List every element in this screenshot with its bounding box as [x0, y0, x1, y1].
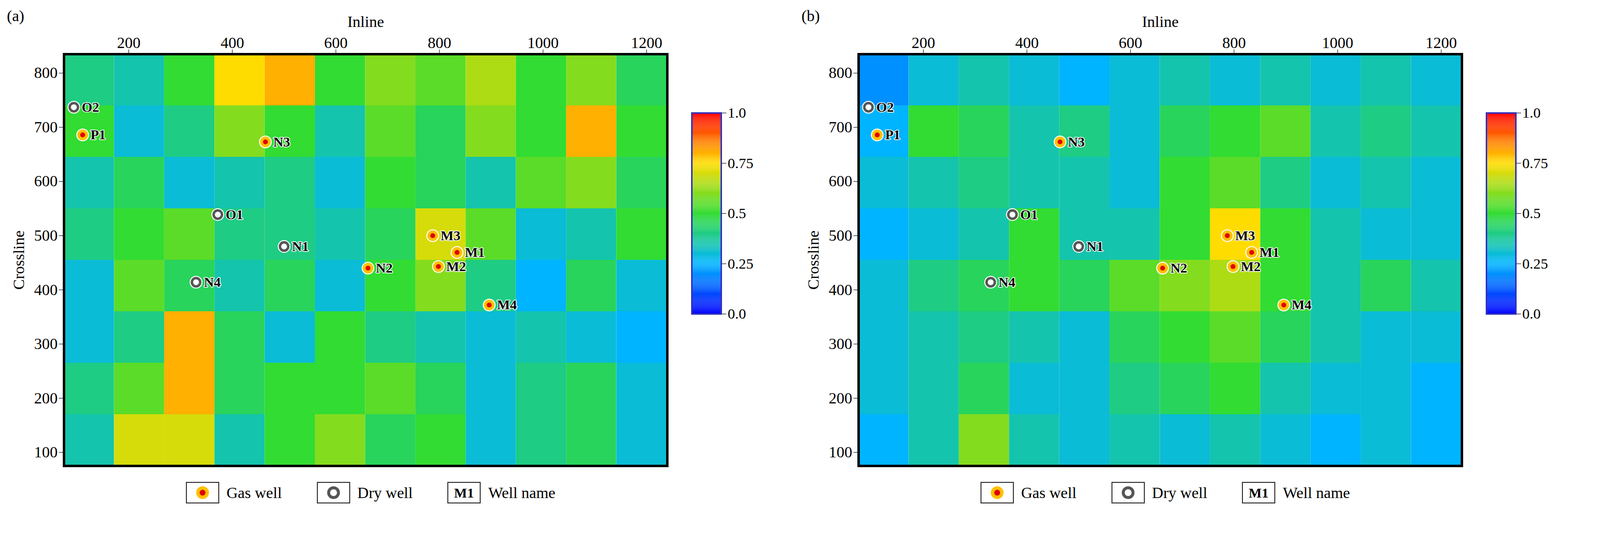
svg-text:N1: N1 [1086, 238, 1104, 255]
svg-text:N2: N2 [375, 260, 393, 276]
svg-text:Inline: Inline [347, 12, 385, 31]
svg-text:1200: 1200 [1425, 33, 1457, 52]
svg-text:500: 500 [828, 226, 853, 245]
svg-text:300: 300 [828, 335, 853, 353]
svg-text:0.25: 0.25 [727, 255, 754, 272]
html-text:Well name: Well name [488, 483, 556, 502]
svg-text:M2: M2 [1240, 258, 1261, 275]
svg-text:O2: O2 [81, 99, 100, 115]
svg-text:M3: M3 [1235, 228, 1255, 244]
svg-text:Crossline: Crossline [804, 230, 823, 290]
html-text:(a): (a) [6, 6, 25, 25]
svg-text:800: 800 [34, 63, 58, 82]
svg-text:100: 100 [34, 443, 58, 462]
svg-text:700: 700 [828, 118, 853, 136]
svg-text:N3: N3 [273, 134, 290, 150]
svg-text:800: 800 [427, 33, 452, 52]
svg-text:P1: P1 [885, 127, 901, 143]
svg-text:0.75: 0.75 [727, 154, 754, 172]
svg-text:M1: M1 [464, 244, 485, 260]
svg-text:O2: O2 [876, 99, 895, 115]
svg-text:P1: P1 [90, 127, 106, 143]
svg-text:Inline: Inline [1141, 12, 1179, 31]
html-text:Gas well: Gas well [1021, 483, 1077, 502]
svg-text:N4: N4 [204, 274, 221, 290]
svg-text:O1: O1 [225, 206, 244, 223]
svg-text:700: 700 [34, 118, 58, 136]
svg-text:200: 200 [828, 389, 853, 408]
svg-text:200: 200 [116, 33, 141, 52]
html-text:Dry well: Dry well [357, 483, 413, 502]
svg-text:1200: 1200 [630, 33, 663, 52]
svg-text:M1: M1 [1248, 485, 1269, 501]
svg-text:200: 200 [911, 33, 935, 52]
svg-text:N1: N1 [291, 238, 309, 255]
svg-text:600: 600 [828, 172, 853, 190]
svg-text:0.0: 0.0 [727, 305, 747, 322]
svg-text:0.5: 0.5 [1522, 205, 1542, 222]
svg-text:400: 400 [1015, 33, 1039, 52]
svg-text:0.75: 0.75 [1522, 154, 1549, 172]
svg-text:O1: O1 [1020, 206, 1038, 223]
svg-text:400: 400 [828, 281, 853, 299]
svg-text:1000: 1000 [527, 33, 559, 52]
svg-text:M1: M1 [1259, 244, 1280, 260]
svg-text:0.0: 0.0 [1522, 305, 1542, 322]
svg-text:N4: N4 [998, 274, 1016, 290]
svg-text:1000: 1000 [1321, 33, 1354, 52]
svg-text:400: 400 [220, 33, 245, 52]
svg-text:N2: N2 [1170, 260, 1188, 276]
svg-text:200: 200 [34, 389, 58, 408]
svg-text:M2: M2 [446, 258, 466, 275]
svg-text:500: 500 [34, 226, 58, 245]
svg-text:M4: M4 [1291, 297, 1312, 313]
svg-text:600: 600 [34, 172, 58, 190]
svg-text:100: 100 [828, 443, 853, 462]
svg-text:0.25: 0.25 [1522, 255, 1549, 272]
svg-text:600: 600 [1118, 33, 1143, 52]
svg-text:M1: M1 [454, 485, 474, 501]
svg-text:M3: M3 [440, 228, 461, 244]
svg-text:0.5: 0.5 [727, 205, 747, 222]
svg-text:M4: M4 [496, 297, 517, 313]
html-text:Gas well: Gas well [226, 483, 282, 502]
html-text:Well name: Well name [1282, 483, 1350, 502]
html-text:Dry well: Dry well [1151, 483, 1208, 502]
svg-text:800: 800 [1222, 33, 1246, 52]
svg-text:800: 800 [828, 63, 853, 82]
svg-text:N3: N3 [1067, 134, 1085, 150]
svg-text:600: 600 [324, 33, 348, 52]
svg-text:1.0: 1.0 [1522, 104, 1542, 121]
svg-text:Crossline: Crossline [9, 230, 28, 290]
svg-text:1.0: 1.0 [727, 104, 747, 121]
svg-text:400: 400 [34, 281, 58, 299]
svg-text:300: 300 [34, 335, 58, 353]
html-text:(b): (b) [801, 6, 820, 25]
